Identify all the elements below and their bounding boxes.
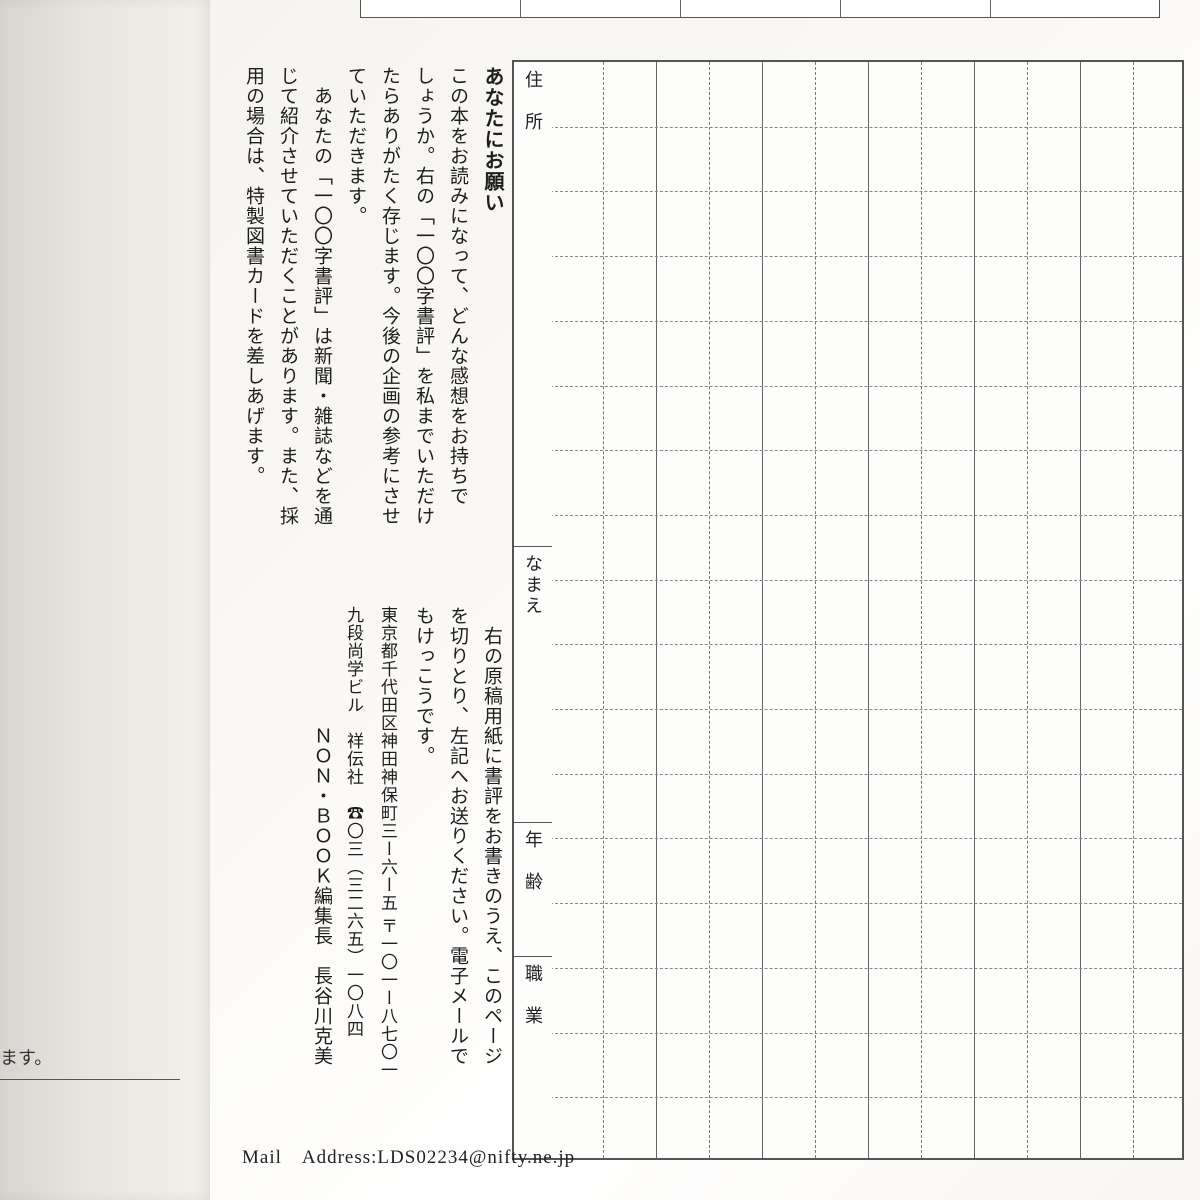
body-line: じて紹介させていただくことがあります。また、採 [268, 66, 306, 541]
request-title: あなたにお願い [472, 66, 512, 376]
send-line: を切りとり、左記へお送りください。電子メールで [438, 606, 476, 1096]
body-line: しょうか。右の「一〇〇字書評」を私までいただけ [404, 66, 442, 541]
label-name: なまえ [520, 554, 546, 617]
send-line: 右の原稿用紙に書評をお書きのうえ、このページ [472, 606, 510, 1096]
send-line: ＮＯＮ・ＢＯＯＫ編集長 長谷川克美 [302, 606, 340, 1166]
left-page-cropped-text: ます。 [0, 1044, 52, 1070]
addr-separator [514, 956, 552, 957]
label-address: 住 所 [520, 70, 546, 133]
send-line: もけっこうです。 [404, 606, 442, 1096]
grid-lines [550, 62, 1182, 1158]
left-page-rule [0, 1079, 180, 1080]
body-line: ていただきます。 [336, 66, 374, 541]
send-line: 東京都千代田区神田神保町三ー六ー五 〒一〇一ー八七〇一 [370, 606, 404, 1166]
body-line: たらありがたく存じます。今後の企画の参考にさせ [370, 66, 408, 541]
page-content: 住 所 なまえ 年 齢 職 業 あなたにお願い この本をお読みになって、どんな感… [218, 0, 1200, 1200]
address-sidebar[interactable]: 住 所 なまえ 年 齢 職 業 [512, 60, 552, 1160]
addr-separator [514, 822, 552, 823]
addr-separator [514, 546, 552, 547]
body-line: あなたの「一〇〇字書評」は新聞・雑誌などを通 [302, 66, 340, 541]
label-age: 年 齢 [520, 830, 546, 893]
body-line: この本をお読みになって、どんな感想をお持ちで [438, 66, 476, 541]
manuscript-grid[interactable] [548, 60, 1184, 1160]
label-occupation: 職 業 [520, 964, 546, 1027]
send-line: 九段尚学ビル 祥伝社 ☎〇三（三二六五）一〇八四 [336, 606, 370, 1166]
book-spine-shadow [0, 0, 210, 1200]
mail-address: Mail Address:LDS02234@nifty.ne.jp [242, 1142, 575, 1169]
instruction-text-block: あなたにお願い この本をお読みになって、どんな感想をお持ちで しょうか。右の「一… [218, 66, 508, 1178]
body-line: 用の場合は、特製図書カードを差しあげます。 [234, 66, 272, 541]
